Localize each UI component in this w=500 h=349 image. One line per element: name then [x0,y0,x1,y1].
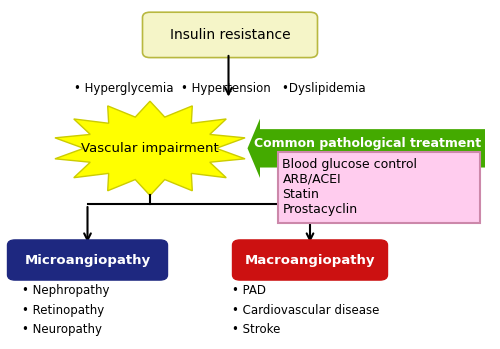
Text: Common pathological treatment: Common pathological treatment [254,136,481,150]
Text: Insulin resistance: Insulin resistance [170,28,290,42]
FancyBboxPatch shape [278,152,480,223]
FancyBboxPatch shape [8,240,168,280]
Text: • Cardiovascular disease: • Cardiovascular disease [232,304,380,317]
Text: Blood glucose control
ARB/ACEI
Statin
Prostacyclin: Blood glucose control ARB/ACEI Statin Pr… [282,158,418,216]
Text: • PAD: • PAD [232,284,266,297]
Text: • Hyperglycemia  • Hypertension   •Dyslipidemia: • Hyperglycemia • Hypertension •Dyslipid… [74,82,366,96]
Text: • Stroke: • Stroke [232,323,281,336]
Text: • Neuropathy: • Neuropathy [22,323,102,336]
Polygon shape [248,119,485,178]
Text: Macroangiopathy: Macroangiopathy [245,253,375,267]
Text: Vascular impairment: Vascular impairment [81,142,219,155]
Text: Microangiopathy: Microangiopathy [24,253,150,267]
FancyBboxPatch shape [142,12,318,58]
FancyBboxPatch shape [232,240,388,280]
Text: • Retinopathy: • Retinopathy [22,304,105,317]
Text: • Nephropathy: • Nephropathy [22,284,110,297]
Polygon shape [55,101,245,195]
